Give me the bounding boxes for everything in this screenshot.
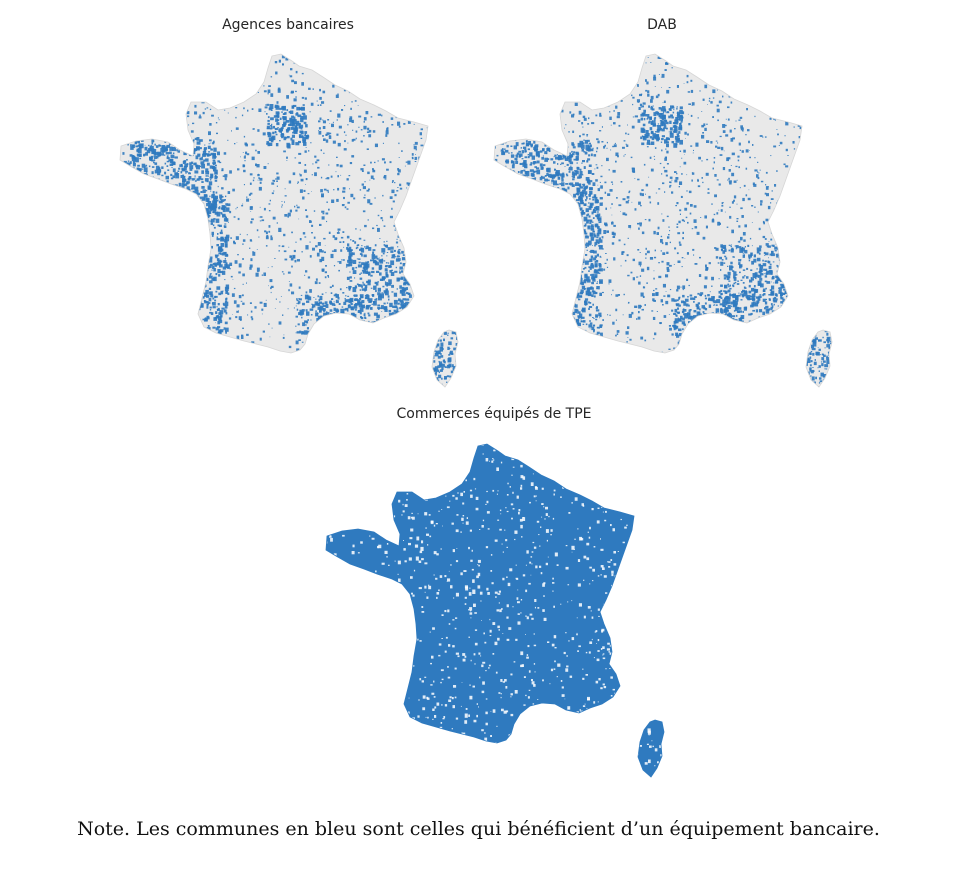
mainland-outline: [119, 53, 429, 354]
mainland-outline: [493, 53, 803, 354]
corsica-outline: [431, 329, 459, 388]
map-title-dab: DAB: [647, 17, 677, 33]
map-title-tpe: Commerces équipés de TPE: [396, 406, 592, 422]
corsica-area: [638, 720, 664, 777]
mainland-area: [494, 54, 802, 353]
mainland-outline: [325, 443, 635, 744]
france-map-agences: [119, 53, 459, 388]
map-panel-dab: DAB: [490, 0, 834, 400]
corsica-outline: [805, 329, 833, 388]
france-map-dab: [493, 53, 833, 388]
france-map-tpe: [325, 443, 665, 778]
map-title-agences: Agences bancaires: [222, 17, 354, 33]
map-panel-tpe: Commerces équipés de TPE: [322, 400, 666, 790]
map-panel-agences: Agences bancaires: [116, 0, 460, 400]
corsica-outline: [637, 719, 665, 778]
figure-note: Note. Les communes en bleu sont celles q…: [77, 818, 880, 840]
